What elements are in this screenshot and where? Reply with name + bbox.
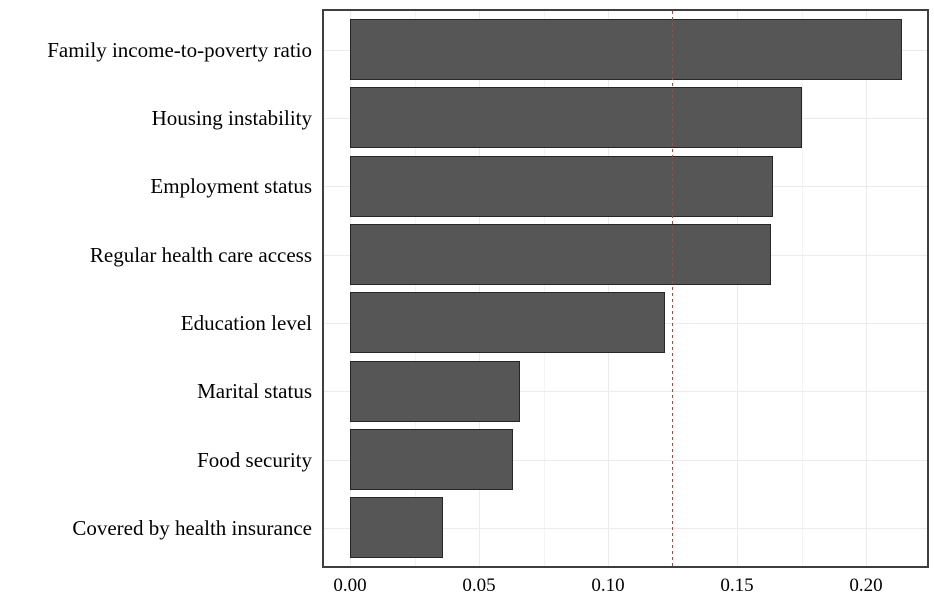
major-gridline bbox=[350, 11, 351, 566]
row-gridline bbox=[324, 527, 927, 529]
bar bbox=[350, 224, 771, 286]
major-gridline bbox=[737, 11, 738, 566]
major-gridline bbox=[866, 11, 867, 566]
x-tick-label: 0.10 bbox=[591, 575, 625, 596]
major-gridline bbox=[608, 11, 609, 566]
bar bbox=[350, 87, 802, 149]
category-label: Education level bbox=[180, 310, 312, 335]
bar bbox=[350, 292, 665, 354]
category-label: Employment status bbox=[150, 174, 312, 199]
category-label: Marital status bbox=[197, 379, 312, 404]
minor-gridline bbox=[543, 11, 545, 566]
bar bbox=[350, 19, 903, 81]
category-label: Housing instability bbox=[151, 105, 312, 130]
bar bbox=[350, 497, 443, 559]
bar bbox=[350, 155, 774, 217]
row-gridline bbox=[324, 391, 927, 393]
x-tick-label: 0.05 bbox=[462, 575, 496, 596]
category-label: Family income-to-poverty ratio bbox=[47, 37, 312, 62]
category-label: Food security bbox=[197, 447, 312, 472]
x-tick-label: 0.00 bbox=[333, 575, 367, 596]
major-gridline bbox=[479, 11, 480, 566]
row-gridline bbox=[324, 459, 927, 461]
bar bbox=[350, 360, 521, 422]
minor-gridline bbox=[414, 11, 416, 566]
category-label: Covered by health insurance bbox=[72, 515, 312, 540]
plot-panel bbox=[322, 9, 929, 568]
category-label: Regular health care access bbox=[89, 242, 312, 267]
x-tick-label: 0.15 bbox=[720, 575, 754, 596]
reference-line bbox=[671, 11, 674, 566]
x-tick-label: 0.20 bbox=[849, 575, 883, 596]
y-axis-category-labels: Family income-to-poverty ratio Housing in… bbox=[0, 0, 312, 600]
minor-gridline bbox=[801, 11, 803, 566]
bar bbox=[350, 429, 513, 491]
